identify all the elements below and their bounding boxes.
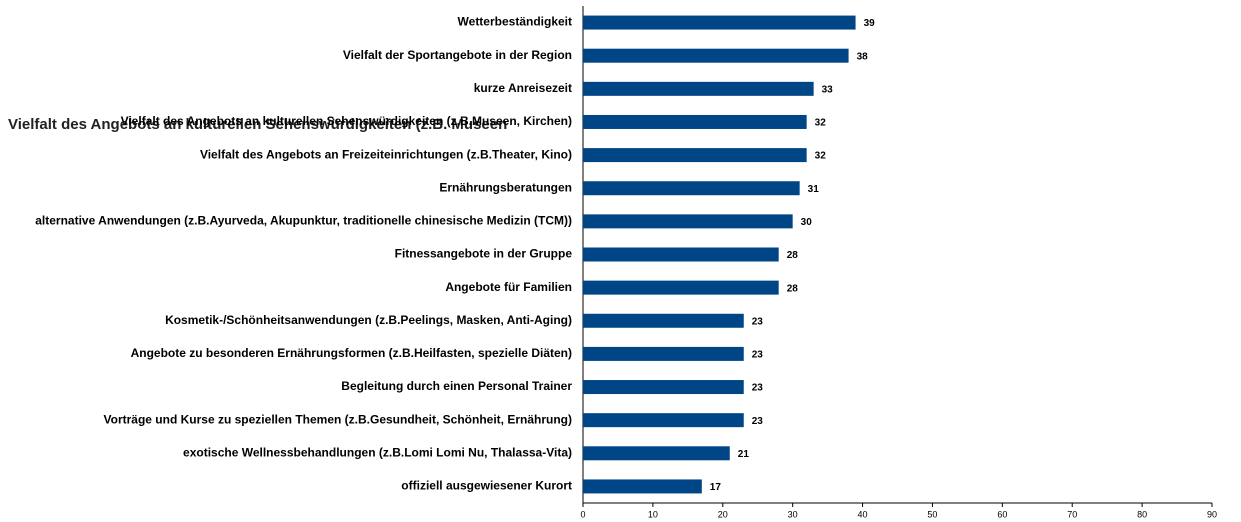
value-label: 17 [710,482,722,493]
y-tick-label: Kosmetik-/Schönheitsanwendungen (z.B.Pee… [165,313,572,327]
x-tick-label: 20 [718,509,728,519]
x-tick-label: 90 [1207,509,1217,519]
value-label: 32 [815,151,827,162]
bar [583,313,744,328]
y-tick-label: exotische Wellnessbehandlungen (z.B.Lomi… [183,445,572,459]
value-label: 32 [815,118,827,129]
bar [583,181,800,196]
value-label: 23 [752,350,764,361]
value-label: 31 [808,184,820,195]
x-tick-label: 80 [1137,509,1147,519]
x-tick-label: 10 [648,509,658,519]
bar [583,380,744,395]
bar [583,81,814,96]
y-tick-label: Angebote zu besonderen Ernährungsformen … [131,346,572,360]
y-tick-label: Wetterbeständigkeit [458,15,572,29]
value-label: 23 [752,416,764,427]
y-tick-label: offiziell ausgewiesener Kurort [401,479,572,493]
bar [583,114,807,129]
y-tick-label: Vorträge und Kurse zu speziellen Themen … [104,412,573,426]
x-tick-label: 0 [580,509,585,519]
value-label: 28 [787,283,799,294]
x-tick-label: 30 [788,509,798,519]
bar [583,214,793,229]
value-label: 21 [738,449,750,460]
value-label: 33 [822,84,834,95]
x-tick-label: 70 [1067,509,1077,519]
annotation: Vielfalt des Angebots an kulturellen Seh… [8,116,507,133]
bar [583,413,744,428]
y-tick-label: Ernährungsberatungen [439,180,572,194]
bar [583,48,849,63]
y-tick-label: Vielfalt der Sportangebote in der Region [343,48,572,62]
bar [583,346,744,361]
value-label: 23 [752,316,764,327]
value-label: 39 [864,18,876,29]
y-tick-label: Angebote für Familien [445,280,572,294]
value-label: 38 [857,51,869,62]
x-tick-label: 40 [858,509,868,519]
value-label: 30 [801,217,813,228]
y-tick-label: Vielfalt des Angebots an Freizeiteinrich… [200,147,572,161]
y-tick-label: Vielfalt des Angebots an kulturellen Seh… [121,114,572,128]
bar [583,280,779,295]
bar [583,247,779,262]
x-tick-label: 50 [927,509,937,519]
y-tick-label: kurze Anreisezeit [474,81,572,95]
value-label: 23 [752,383,764,394]
bar [583,15,856,30]
value-label: 28 [787,250,799,261]
bar [583,479,702,494]
x-tick-label: 60 [997,509,1007,519]
y-tick-label: Begleitung durch einen Personal Trainer [341,379,572,393]
bar [583,446,730,461]
y-tick-label: Fitnessangebote in der Gruppe [395,247,573,261]
bar [583,148,807,163]
y-tick-label: alternative Anwendungen (z.B.Ayurveda, A… [35,214,572,228]
